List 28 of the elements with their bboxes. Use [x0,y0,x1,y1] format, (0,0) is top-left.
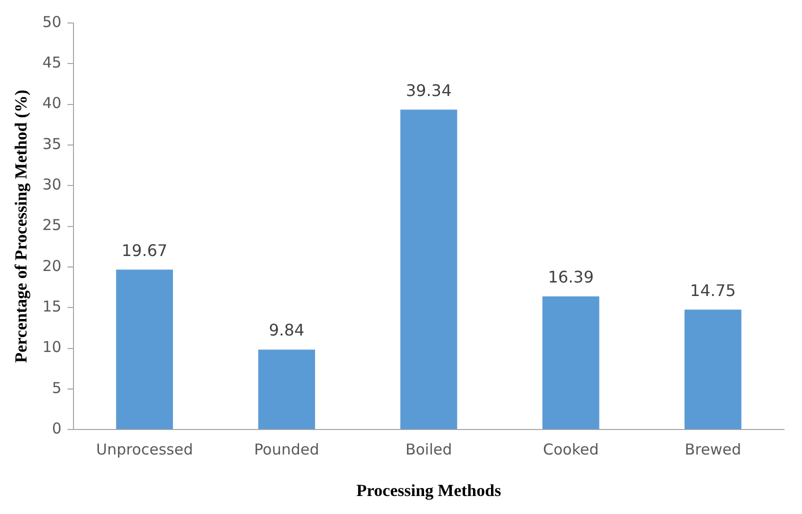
data-label: 9.84 [268,320,304,340]
data-label: 16.39 [548,267,594,286]
bar [400,110,458,430]
y-axis-title: Percentage of Processing Method (%) [12,90,31,363]
data-label: 14.75 [690,280,736,300]
x-tick-label: Unprocessed [96,440,193,458]
bar [116,270,173,430]
y-tick-label: 20 [42,256,62,275]
y-tick-label: 30 [42,176,62,194]
bar [542,296,600,430]
y-tick-label: 50 [42,12,62,31]
y-tick-label: 15 [42,298,62,316]
y-tick-label: 5 [52,378,62,397]
x-tick-label: Pounded [254,440,320,458]
bar [258,350,316,430]
y-tick-label: 0 [52,419,62,438]
y-tick-label: 40 [42,94,62,112]
y-tick-label: 45 [42,54,62,72]
data-label: 19.67 [122,240,168,260]
y-tick-label: 35 [42,134,62,153]
x-tick-label: Cooked [542,440,599,458]
bar [684,310,742,430]
y-tick-label: 25 [42,216,62,234]
x-tick-label: Brewed [684,440,742,458]
data-label: 39.34 [406,80,452,100]
x-axis-title: Processing Methods [356,481,502,500]
x-tick-label: Boiled [405,440,452,458]
y-tick-label: 10 [42,338,62,356]
